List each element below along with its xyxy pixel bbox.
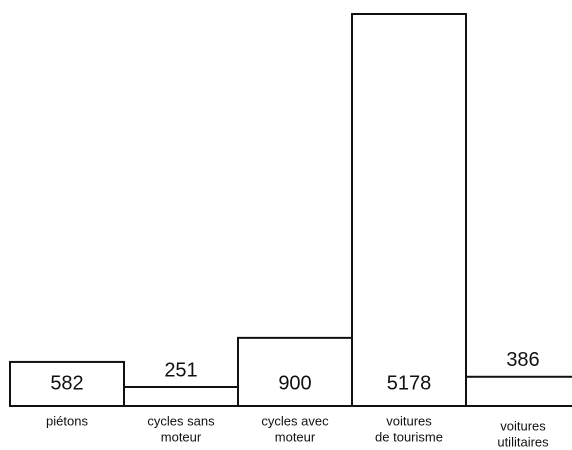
value-label: 900 [278, 372, 311, 394]
x-tick-label: cycles avec [261, 413, 329, 428]
value-label: 251 [164, 359, 197, 381]
value-label: 386 [506, 349, 539, 371]
bar [237, 336, 353, 407]
x-tick-label: moteur [275, 429, 316, 444]
bar [351, 13, 467, 407]
value-label: 5178 [387, 372, 432, 394]
x-tick-label: de tourisme [375, 429, 443, 444]
bar [9, 360, 125, 408]
x-tick-label: voitures [386, 413, 432, 428]
value-label: 582 [50, 372, 83, 394]
x-tick-label: piétons [46, 413, 88, 428]
bar [123, 385, 239, 408]
x-tick-label: cycles sans [147, 413, 215, 428]
bar [465, 375, 572, 407]
x-tick-label: voitures [500, 418, 546, 433]
x-tick-label: utilitaires [497, 434, 549, 449]
x-tick-label: moteur [161, 429, 202, 444]
